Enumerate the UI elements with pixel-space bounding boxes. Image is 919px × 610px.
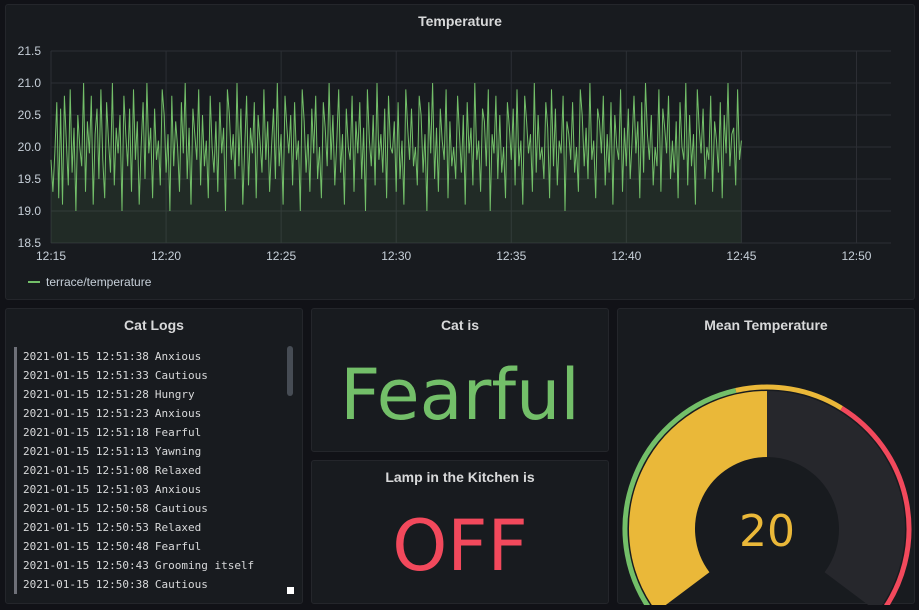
mean-temperature-panel-title[interactable]: Mean Temperature xyxy=(704,317,828,333)
log-time: 2021-01-15 12:51:38 xyxy=(23,350,149,363)
y-tick-label: 21.5 xyxy=(18,44,42,58)
log-row[interactable]: 2021-01-15 12:50:53 Relaxed xyxy=(14,518,284,537)
lamp-state-value: OFF xyxy=(392,505,528,587)
log-message: Hungry xyxy=(154,388,195,401)
log-message: Cautious xyxy=(154,369,208,382)
log-message: Fearful xyxy=(154,426,202,439)
cat-state-value: Fearful xyxy=(340,354,580,436)
log-row[interactable]: 2021-01-15 12:51:03 Anxious xyxy=(14,480,284,499)
log-row[interactable]: 2021-01-15 12:51:13 Yawning xyxy=(14,442,284,461)
mean-temperature-panel: Mean Temperature 20 xyxy=(617,308,915,605)
log-message: Anxious xyxy=(154,350,202,363)
gauge-threshold-band xyxy=(735,384,843,411)
x-tick-label: 12:45 xyxy=(726,249,756,263)
log-time: 2021-01-15 12:51:08 xyxy=(23,464,149,477)
log-message: Fearful xyxy=(154,540,202,553)
log-time: 2021-01-15 12:51:23 xyxy=(23,407,149,420)
chart-legend[interactable]: terrace/temperature xyxy=(28,275,151,289)
log-time: 2021-01-15 12:50:53 xyxy=(23,521,149,534)
x-tick-label: 12:30 xyxy=(381,249,411,263)
x-tick-label: 12:20 xyxy=(151,249,181,263)
x-tick-label: 12:15 xyxy=(36,249,66,263)
log-message: Anxious xyxy=(154,483,202,496)
log-row[interactable]: 2021-01-15 12:50:58 Cautious xyxy=(14,499,284,518)
log-time: 2021-01-15 12:51:33 xyxy=(23,369,149,382)
log-message: Relaxed xyxy=(154,521,202,534)
gauge-threshold-band xyxy=(840,406,912,605)
temperature-panel-title[interactable]: Temperature xyxy=(418,13,502,29)
y-tick-label: 19.5 xyxy=(18,172,42,186)
lamp-panel: Lamp in the Kitchen is OFF xyxy=(311,460,609,604)
log-row[interactable]: 2021-01-15 12:50:38 Cautious xyxy=(14,575,284,594)
log-row[interactable]: 2021-01-15 12:50:48 Fearful xyxy=(14,537,284,556)
log-time: 2021-01-15 12:51:03 xyxy=(23,483,149,496)
y-tick-label: 21.0 xyxy=(18,76,42,90)
x-tick-label: 12:35 xyxy=(496,249,526,263)
log-message: Anxious xyxy=(154,407,202,420)
log-row[interactable]: 2021-01-15 12:51:38 Anxious xyxy=(14,347,284,366)
log-row[interactable]: 2021-01-15 12:50:43 Grooming itself xyxy=(14,556,284,575)
log-time: 2021-01-15 12:50:58 xyxy=(23,502,149,515)
log-time: 2021-01-15 12:51:28 xyxy=(23,388,149,401)
log-list: 2021-01-15 12:51:38 Anxious 2021-01-15 12:… xyxy=(14,347,284,594)
cat-is-panel-title[interactable]: Cat is xyxy=(440,317,480,333)
legend-label[interactable]: terrace/temperature xyxy=(46,275,152,289)
log-time: 2021-01-15 12:51:18 xyxy=(23,426,149,439)
cat-is-panel: Cat is Fearful xyxy=(311,308,609,452)
y-tick-label: 20.5 xyxy=(18,108,42,122)
cat-logs-panel-title[interactable]: Cat Logs xyxy=(124,317,184,333)
log-time: 2021-01-15 12:50:48 xyxy=(23,540,149,553)
log-row[interactable]: 2021-01-15 12:51:33 Cautious xyxy=(14,366,284,385)
gauge-threshold-band xyxy=(622,388,737,605)
log-message: Cautious xyxy=(154,578,208,591)
log-time: 2021-01-15 12:50:43 xyxy=(23,559,149,572)
log-message: Relaxed xyxy=(154,464,202,477)
x-tick-label: 12:25 xyxy=(266,249,296,263)
log-time: 2021-01-15 12:51:13 xyxy=(23,445,149,458)
log-row[interactable]: 2021-01-15 12:51:23 Anxious xyxy=(14,404,284,423)
log-message: Yawning xyxy=(154,445,202,458)
log-row[interactable]: 2021-01-15 12:51:28 Hungry xyxy=(14,385,284,404)
resize-handle[interactable] xyxy=(287,587,294,594)
series-line[interactable] xyxy=(50,82,742,212)
y-tick-label: 18.5 xyxy=(18,236,42,250)
log-row[interactable]: 2021-01-15 12:51:18 Fearful xyxy=(14,423,284,442)
cat-logs-panel: Cat Logs 2021-01-15 12:51:38 Anxious 2021-… xyxy=(5,308,303,604)
y-tick-label: 19.0 xyxy=(18,204,42,218)
gauge-value-label: 20 xyxy=(739,506,795,557)
y-tick-label: 20.0 xyxy=(18,140,42,154)
x-tick-label: 12:40 xyxy=(611,249,641,263)
temperature-panel: Temperature 18.5 19.0 19.5 20.0 20.5 21.0 21.5… xyxy=(5,4,915,300)
temperature-gauge: 20 xyxy=(622,384,912,605)
log-row[interactable]: 2021-01-15 12:51:08 Relaxed xyxy=(14,461,284,480)
gauge-value-arc xyxy=(629,391,769,605)
logs-scrollbar[interactable] xyxy=(287,346,293,396)
lamp-panel-title[interactable]: Lamp in the Kitchen is xyxy=(385,469,535,485)
temperature-chart[interactable]: 18.5 19.0 19.5 20.0 20.5 21.0 21.5 12:15 12:20 12… xyxy=(6,5,916,301)
log-time: 2021-01-15 12:50:38 xyxy=(23,578,149,591)
log-message: Cautious xyxy=(154,502,208,515)
log-message: Grooming itself xyxy=(154,559,255,572)
legend-swatch xyxy=(28,281,40,283)
x-tick-label: 12:50 xyxy=(841,249,871,263)
series-area xyxy=(51,83,742,243)
